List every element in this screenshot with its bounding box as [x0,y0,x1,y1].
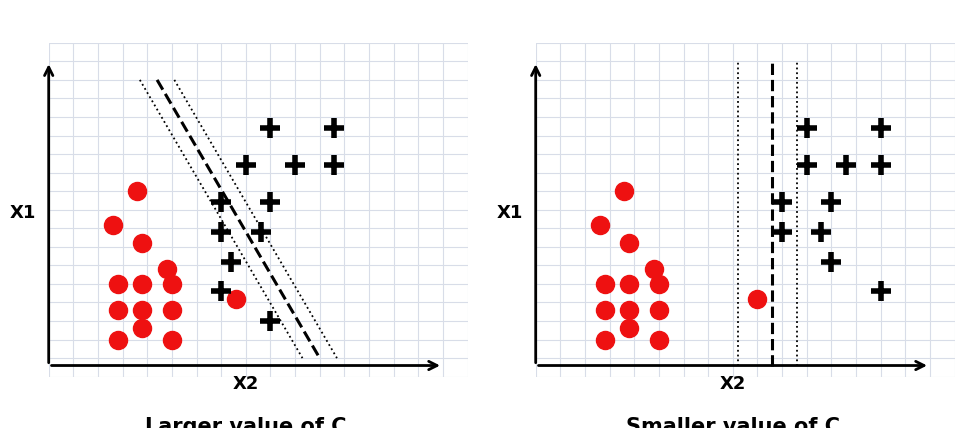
Text: X2: X2 [233,375,259,393]
Text: X2: X2 [720,375,746,393]
Text: X1: X1 [10,205,36,223]
Text: Larger value of C: Larger value of C [145,417,347,428]
Text: Smaller value of C: Smaller value of C [625,417,840,428]
Text: X1: X1 [497,205,523,223]
